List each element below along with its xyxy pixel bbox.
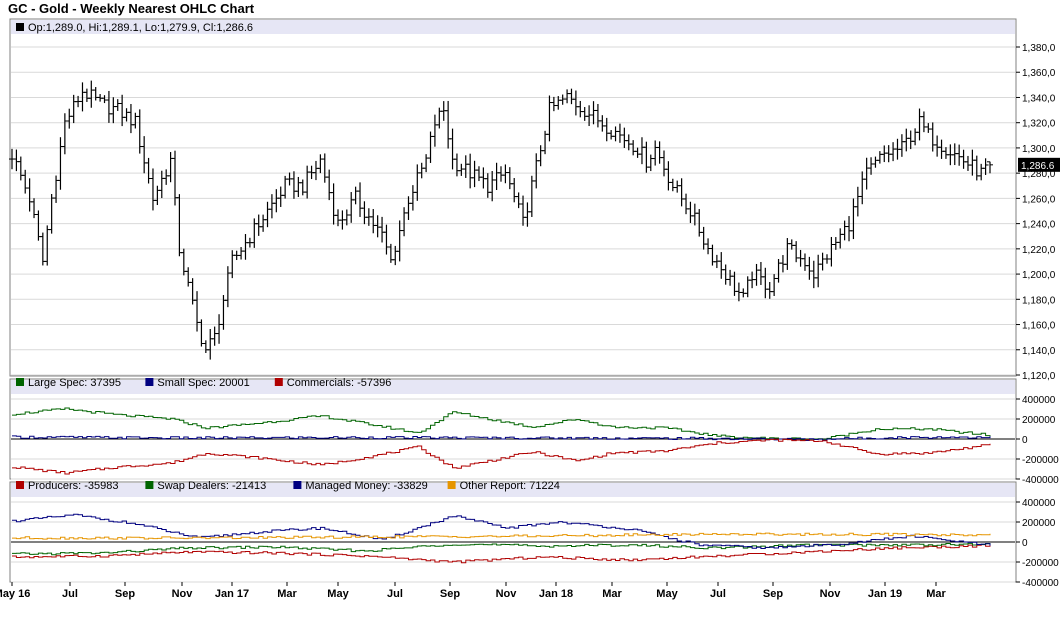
x-tick-label: Sep [763, 588, 783, 600]
price-tick-label: 1,240,0 [1022, 220, 1056, 231]
cot-legend-band-2 [11, 483, 1015, 497]
cot-lines-2 [12, 513, 991, 564]
x-tick-label: Mar [926, 588, 946, 600]
legend-swatch [145, 378, 154, 386]
ohlc-bar [987, 161, 993, 174]
series-line-small-spec [12, 435, 991, 441]
cot-tick-label: -200000 [1022, 558, 1059, 569]
legend-swatch [447, 481, 456, 489]
x-tick-label: Jan 19 [868, 588, 902, 600]
x-tick-label: Jul [62, 588, 78, 600]
price-gridlines [11, 46, 1015, 376]
cot-tick-label: 200000 [1022, 518, 1056, 529]
price-bars [9, 80, 993, 360]
x-tick-label: Mar [602, 588, 622, 600]
x-axis: May 16 Jul Sep Nov Jan 17 Mar May Jul Sep Nov Jan … [0, 582, 946, 600]
last-value-label: 1,286.6 [1021, 161, 1055, 172]
cot-panel-1-frame [9, 378, 1017, 480]
x-tick-label: Mar [277, 588, 297, 600]
x-tick-label: May [327, 588, 349, 600]
legend-swatch [274, 378, 283, 386]
legend-swatch [145, 481, 154, 489]
legend-entry: Commercials: -57396 [287, 377, 392, 389]
cot-legend-2: Producers: -35983 Swap Dealers: -21413 Man… [16, 480, 560, 492]
chart-title: GC - Gold - Weekly Nearest OHLC Chart [8, 1, 255, 16]
price-tick-label: 1,320,0 [1022, 119, 1056, 130]
legend-swatch [293, 481, 302, 489]
series-line-managed-money [12, 513, 991, 549]
cot-legend-band-1 [11, 380, 1015, 394]
ohlc-bar [982, 158, 989, 175]
price-tick-label: 1,180,0 [1022, 295, 1056, 306]
price-tick-label: 1,260,0 [1022, 194, 1056, 205]
x-tick-label: Jul [710, 588, 726, 600]
cot-gridlines-2 [11, 501, 1015, 583]
cot-panel-2: Producers: -35983 Swap Dealers: -21413 Man… [9, 480, 1059, 589]
legend-entry: Large Spec: 37395 [28, 377, 121, 389]
cot-tick-label: 0 [1022, 538, 1028, 549]
x-tick-label: Nov [820, 588, 842, 600]
legend-swatch [16, 378, 24, 386]
price-tick-label: 1,340,0 [1022, 93, 1056, 104]
price-tick-label: 1,120,0 [1022, 371, 1056, 382]
x-tick-label: Sep [115, 588, 135, 600]
cot-tick-label: -400000 [1022, 475, 1059, 486]
x-tick-label: Jan 17 [215, 588, 249, 600]
cot-tick-label: 400000 [1022, 498, 1056, 509]
last-value-flag: 1,286.6 [1018, 157, 1060, 172]
price-tick-label: 1,300,0 [1022, 144, 1056, 155]
cot-y-axis-1: 400000 200000 0 -200000 -400000 [1016, 395, 1059, 486]
x-tick-label: Jul [387, 588, 403, 600]
series-line-producers [12, 544, 991, 564]
cot-tick-label: 200000 [1022, 415, 1056, 426]
price-legend-swatch [16, 23, 24, 31]
cot-tick-label: -400000 [1022, 578, 1059, 589]
x-tick-label: May [656, 588, 678, 600]
cot-lines-1 [12, 407, 991, 475]
price-tick-label: 1,380,0 [1022, 43, 1056, 54]
x-tick-label: Jan 18 [539, 588, 573, 600]
x-tick-label: Nov [172, 588, 194, 600]
cot-tick-label: 0 [1022, 435, 1028, 446]
cot-tick-label: -200000 [1022, 455, 1059, 466]
price-readout: Op:1,289.0, Hi:1,289.1, Lo:1,279.9, Cl:1… [28, 22, 253, 34]
price-panel: Op:1,289.0, Hi:1,289.1, Lo:1,279.9, Cl:1… [9, 18, 1060, 382]
series-line-commercials [12, 438, 991, 475]
series-line-other-report [12, 532, 991, 540]
cot-legend-1: Large Spec: 37395 Small Spec: 20001 Commer… [16, 377, 391, 389]
legend-entry: Small Spec: 20001 [157, 377, 249, 389]
x-tick-label: May 16 [0, 588, 30, 600]
price-tick-label: 1,160,0 [1022, 321, 1056, 332]
legend-swatch [16, 481, 24, 489]
price-tick-label: 1,220,0 [1022, 245, 1056, 256]
last-value-box [1018, 157, 1060, 172]
legend-entry: Other Report: 71224 [460, 480, 560, 492]
cot-panel-1: Large Spec: 37395 Small Spec: 20001 Commer… [9, 377, 1059, 486]
price-y-axis: 1,380,0 1,360,0 1,340,0 1,320,0 1,300,0 1,280… [1016, 43, 1056, 382]
cot-y-axis-2: 400000 200000 0 -200000 -400000 [1016, 498, 1059, 589]
price-tick-label: 1,140,0 [1022, 346, 1056, 357]
x-tick-label: Sep [440, 588, 460, 600]
price-tick-label: 1,280,0 [1022, 169, 1056, 180]
legend-entry: Producers: -35983 [28, 480, 119, 492]
price-tick-label: 1,360,0 [1022, 68, 1056, 79]
cot-tick-label: 400000 [1022, 395, 1056, 406]
price-tick-label: 1,200,0 [1022, 270, 1056, 281]
price-legend-band [11, 20, 1015, 34]
x-tick-label: Nov [496, 588, 518, 600]
legend-entry: Swap Dealers: -21413 [157, 480, 266, 492]
legend-entry: Managed Money: -33829 [305, 480, 427, 492]
